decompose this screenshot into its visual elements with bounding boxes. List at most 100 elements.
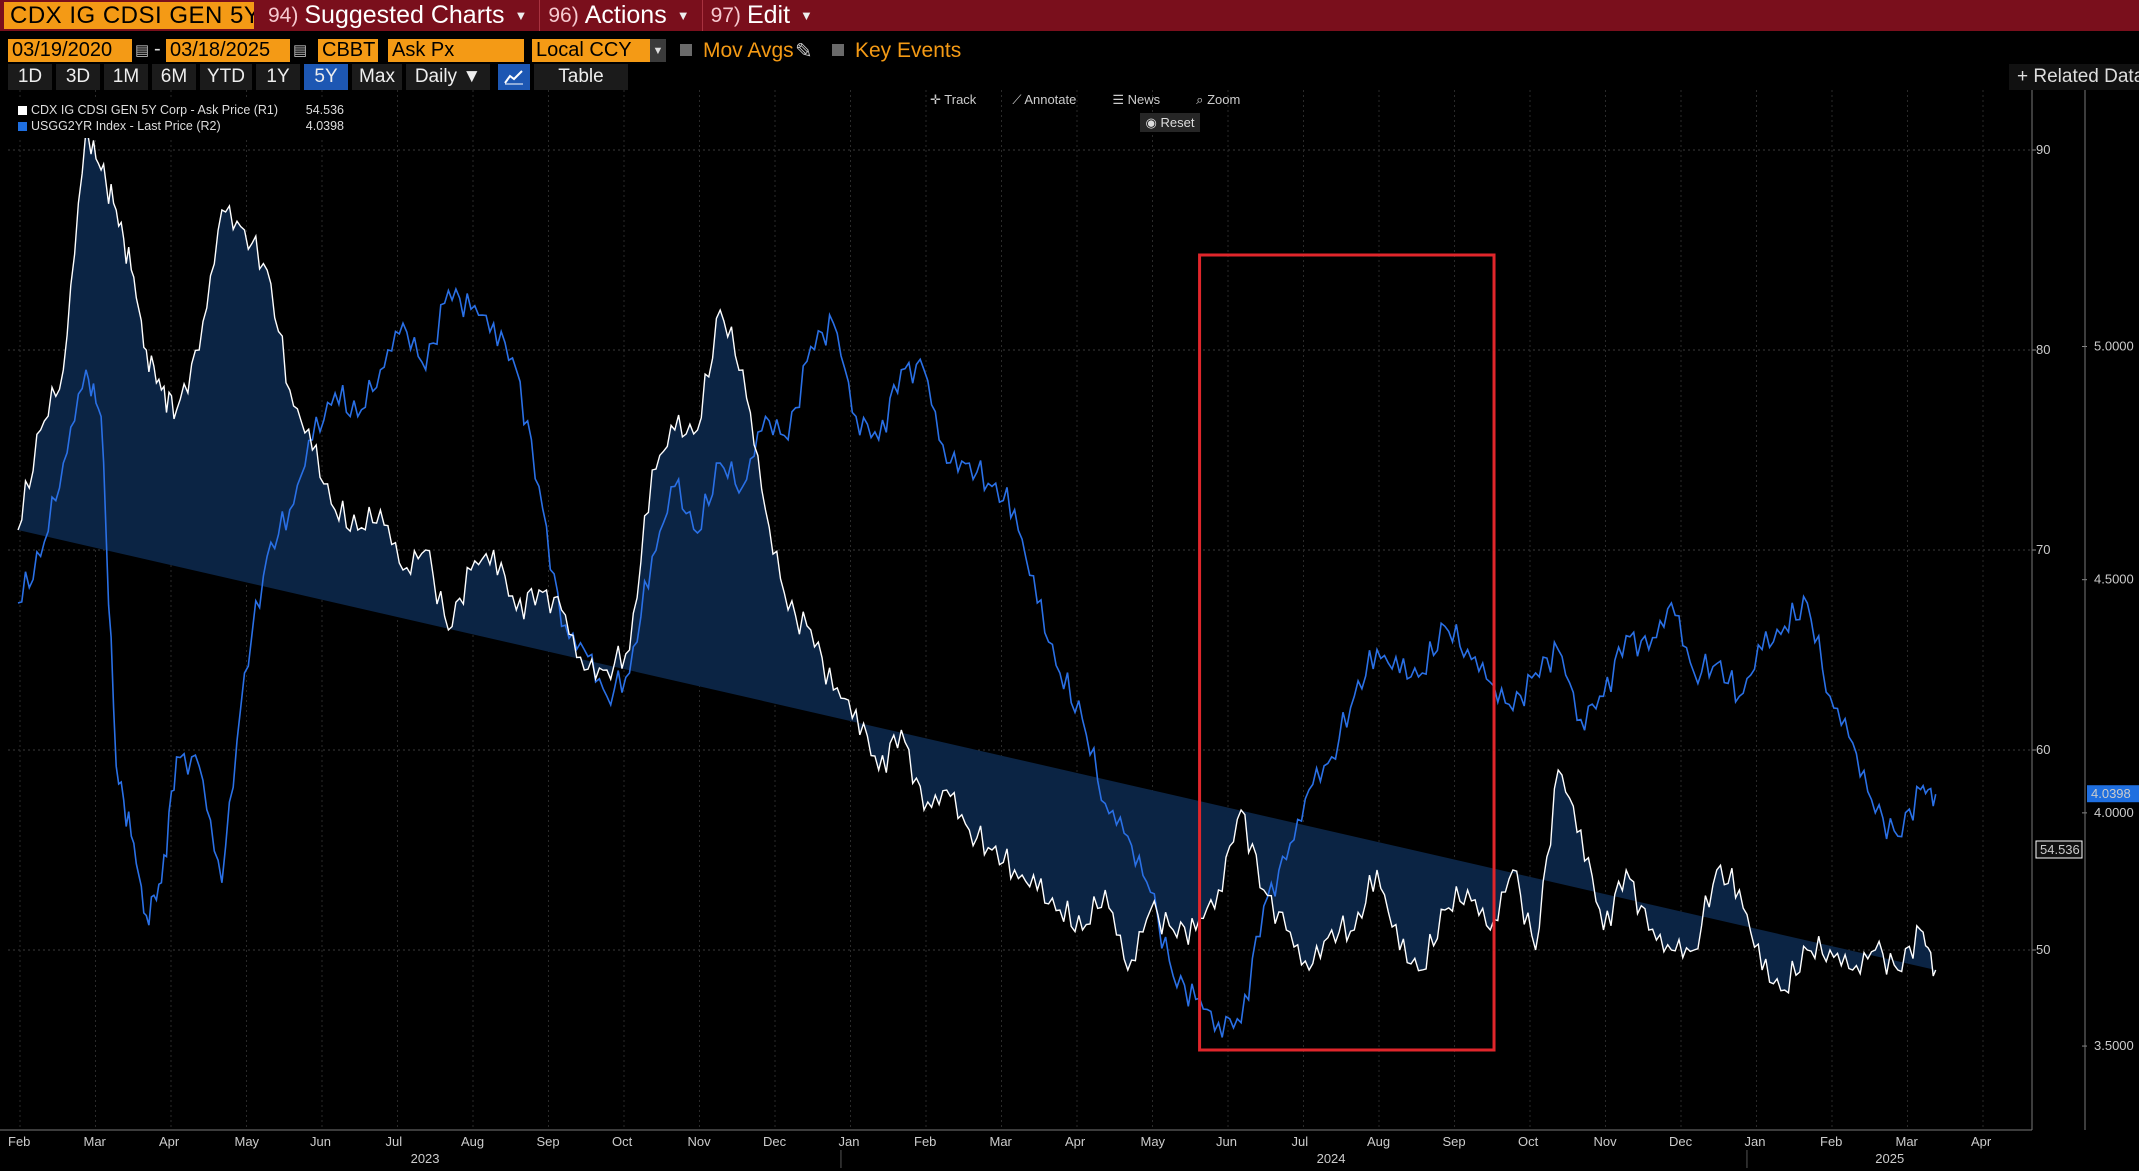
x-tick-label: Jan xyxy=(839,1134,860,1149)
ticker-field[interactable]: CDX IG CDSI GEN 5Y xyxy=(4,2,254,29)
year-label: 2023 xyxy=(411,1151,440,1166)
r1-tick-label: 60 xyxy=(2036,742,2050,757)
x-tick-label: Oct xyxy=(1518,1134,1539,1149)
x-tick-label: May xyxy=(235,1134,260,1149)
field-select[interactable]: Ask Px xyxy=(388,39,524,62)
x-tick-label: Aug xyxy=(461,1134,484,1149)
r2-tick-label: 5.0000 xyxy=(2094,339,2134,354)
title-bar: CDX IG CDSI GEN 5Y 94) Suggested Charts … xyxy=(0,0,2139,31)
x-tick-label: Feb xyxy=(914,1134,936,1149)
x-tick-label: Mar xyxy=(84,1134,107,1149)
currency-select[interactable]: Local CCY xyxy=(532,39,650,62)
range-row: 1D 3D 1M 6M YTD 1Y 5Y Max Daily ▼ Table … xyxy=(0,64,2139,90)
mov-avgs-label[interactable]: Mov Avgs xyxy=(703,39,794,62)
calendar-icon[interactable]: ▤ xyxy=(135,42,150,59)
x-tick-label: Dec xyxy=(763,1134,787,1149)
reset-button[interactable]: ◉ Reset xyxy=(1140,113,1200,132)
annotate-tool[interactable]: ⟋ Annotate xyxy=(1012,92,1077,107)
year-label: 2024 xyxy=(1317,1151,1346,1166)
x-tick-label: Mar xyxy=(990,1134,1013,1149)
chart-toolbar: ✛ Track ⟋ Annotate ☰ News ⌕ Zoom xyxy=(930,92,1276,108)
x-tick-label: Sep xyxy=(537,1134,560,1149)
range-button-1d[interactable]: 1D xyxy=(8,64,52,90)
menu-label: Actions xyxy=(584,1,667,29)
calendar-icon[interactable]: ▤ xyxy=(293,42,308,59)
source-field[interactable]: CBBT xyxy=(318,39,378,62)
menu-label: Edit xyxy=(746,1,791,29)
r2-tick-label: 4.5000 xyxy=(2094,572,2134,587)
axes: 90 80 70 60 50 5.0000 4.5000 4.0000 3.5000 Feb Mar… xyxy=(0,90,2139,1168)
menu-suggested-charts[interactable]: 94) Suggested Charts ▼ xyxy=(260,0,541,31)
range-button-3d[interactable]: 3D xyxy=(56,64,100,90)
x-tick-label: Mar xyxy=(1896,1134,1919,1149)
x-tick-label: Jun xyxy=(1216,1134,1237,1149)
range-button-1y[interactable]: 1Y xyxy=(256,64,300,90)
legend-swatch-white xyxy=(18,105,27,115)
line-chart-icon[interactable] xyxy=(498,64,530,90)
chart-legend: CDX IG CDSI GEN 5Y Corp - Ask Price (R1)… xyxy=(10,98,350,138)
reset-label: Reset xyxy=(1160,115,1195,130)
menu-label: Suggested Charts xyxy=(304,1,505,29)
currency-dropdown-icon[interactable]: ▼ xyxy=(650,39,666,62)
r2-last-value-tag xyxy=(2087,785,2139,803)
range-button-6m[interactable]: 6M xyxy=(152,64,196,90)
range-button-1m[interactable]: 1M xyxy=(104,64,148,90)
table-button[interactable]: Table xyxy=(534,64,628,90)
zoom-tool[interactable]: ⌕ Zoom xyxy=(1196,92,1241,107)
mov-avgs-checkbox[interactable] xyxy=(680,44,692,56)
related-data-button[interactable]: + Related Data xyxy=(2009,64,2139,90)
track-tool[interactable]: ✛ Track xyxy=(930,92,977,107)
zoom-label: Zoom xyxy=(1207,92,1241,107)
news-label: News xyxy=(1127,92,1161,107)
x-tick-label: Nov xyxy=(688,1134,712,1149)
r2-tick-label: 4.0000 xyxy=(2094,805,2134,820)
menu-number: 97) xyxy=(710,3,741,27)
range-button-ytd[interactable]: YTD xyxy=(200,64,252,90)
x-tick-label: Feb xyxy=(8,1134,30,1149)
r1-tick-label: 90 xyxy=(2036,142,2050,157)
chart-canvas[interactable]: 90 80 70 60 50 5.0000 4.5000 4.0000 3.5000 Feb Mar… xyxy=(0,90,2139,1171)
caret-down-icon: ▼ xyxy=(800,8,813,23)
menu-number: 94) xyxy=(268,3,299,27)
r2-last-value-label: 4.0398 xyxy=(2091,786,2131,801)
frequency-dropdown[interactable]: Daily ▼ xyxy=(406,64,490,90)
legend-item-cdx[interactable]: CDX IG CDSI GEN 5Y Corp - Ask Price (R1)… xyxy=(18,102,348,118)
r1-last-value-label: 54.536 xyxy=(2040,842,2080,857)
news-tool[interactable]: ☰ News xyxy=(1112,92,1161,107)
start-date-field[interactable]: 03/19/2020 xyxy=(8,39,132,62)
range-button-max[interactable]: Max xyxy=(352,64,402,90)
x-tick-label: Aug xyxy=(1367,1134,1390,1149)
highlight-rectangle xyxy=(1198,253,1496,1052)
x-tick-label: Apr xyxy=(159,1134,180,1149)
x-tick-label: Feb xyxy=(1820,1134,1842,1149)
menu-number: 96) xyxy=(548,3,579,27)
cdx-area-fill xyxy=(18,130,1936,993)
x-tick-label: Oct xyxy=(612,1134,633,1149)
r1-tick-label: 80 xyxy=(2036,342,2050,357)
r1-tick-label: 70 xyxy=(2036,542,2050,557)
x-tick-label: Jun xyxy=(310,1134,331,1149)
x-tick-label: Nov xyxy=(1594,1134,1618,1149)
menu-actions[interactable]: 96) Actions ▼ xyxy=(540,0,703,31)
controls-row: 03/19/2020 ▤ - 03/18/2025 ▤ CBBT Ask Px … xyxy=(0,37,2139,63)
legend-label: USGG2YR Index - Last Price (R2) xyxy=(31,119,221,133)
grid xyxy=(8,90,2032,1130)
x-tick-label: Apr xyxy=(1065,1134,1086,1149)
key-events-checkbox[interactable] xyxy=(832,44,844,56)
year-label: 2025 xyxy=(1875,1151,1904,1166)
legend-value: 54.536 xyxy=(305,103,344,117)
legend-item-usgg2yr[interactable]: USGG2YR Index - Last Price (R2) 4.0398 xyxy=(18,118,348,134)
x-tick-label: Dec xyxy=(1669,1134,1693,1149)
range-button-5y[interactable]: 5Y xyxy=(304,64,348,90)
x-tick-label: Jul xyxy=(1292,1134,1309,1149)
r1-last-value-tag xyxy=(2035,840,2083,859)
x-tick-label: Sep xyxy=(1443,1134,1466,1149)
end-date-field[interactable]: 03/18/2025 xyxy=(166,39,290,62)
date-separator: - xyxy=(154,38,161,60)
key-events-label[interactable]: Key Events xyxy=(855,39,962,62)
legend-swatch-blue xyxy=(18,121,27,131)
legend-value: 4.0398 xyxy=(305,119,344,133)
menu-edit[interactable]: 97) Edit ▼ xyxy=(703,0,825,31)
pencil-icon[interactable]: ✎ xyxy=(795,40,813,63)
annotate-label: Annotate xyxy=(1024,92,1077,107)
